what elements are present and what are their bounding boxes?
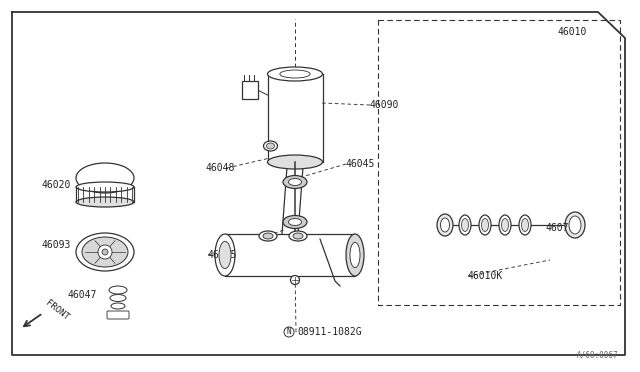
Circle shape — [102, 249, 108, 255]
Ellipse shape — [82, 237, 128, 267]
Circle shape — [284, 327, 294, 337]
Ellipse shape — [289, 218, 301, 225]
Text: 46048: 46048 — [205, 163, 234, 173]
Ellipse shape — [76, 182, 134, 192]
Ellipse shape — [346, 234, 364, 276]
Ellipse shape — [461, 218, 468, 231]
FancyBboxPatch shape — [241, 81, 257, 99]
Ellipse shape — [264, 141, 278, 151]
Text: 46047: 46047 — [68, 290, 97, 300]
Ellipse shape — [502, 218, 509, 231]
Ellipse shape — [259, 231, 277, 241]
Ellipse shape — [289, 231, 307, 241]
Ellipse shape — [293, 233, 303, 239]
Text: 08911-1082G: 08911-1082G — [297, 327, 362, 337]
Text: 46045: 46045 — [346, 159, 376, 169]
FancyBboxPatch shape — [107, 311, 129, 319]
Ellipse shape — [76, 233, 134, 271]
Ellipse shape — [499, 215, 511, 235]
Ellipse shape — [350, 243, 360, 267]
Ellipse shape — [268, 67, 323, 81]
Ellipse shape — [266, 143, 275, 149]
Ellipse shape — [219, 241, 231, 269]
Text: 46020: 46020 — [42, 180, 72, 190]
Text: 46093: 46093 — [42, 240, 72, 250]
Text: N: N — [287, 327, 291, 337]
Text: A/60:0067: A/60:0067 — [577, 351, 618, 360]
Ellipse shape — [110, 295, 126, 301]
Circle shape — [98, 245, 112, 259]
Text: 46090: 46090 — [370, 100, 399, 110]
Text: 46010: 46010 — [558, 27, 588, 37]
Ellipse shape — [519, 215, 531, 235]
Ellipse shape — [111, 303, 125, 309]
Ellipse shape — [569, 216, 581, 234]
Ellipse shape — [440, 218, 449, 232]
Ellipse shape — [112, 311, 124, 317]
Ellipse shape — [283, 176, 307, 189]
Ellipse shape — [263, 233, 273, 239]
Ellipse shape — [481, 218, 488, 231]
Ellipse shape — [109, 286, 127, 294]
Ellipse shape — [76, 197, 134, 207]
Text: 46071: 46071 — [545, 223, 574, 233]
Text: 46010K: 46010K — [468, 271, 503, 281]
Text: FRONT: FRONT — [44, 298, 70, 322]
Ellipse shape — [522, 218, 529, 231]
Ellipse shape — [76, 163, 134, 193]
Ellipse shape — [283, 215, 307, 228]
Ellipse shape — [565, 212, 585, 238]
Text: 46045: 46045 — [208, 250, 237, 260]
Ellipse shape — [459, 215, 471, 235]
Ellipse shape — [479, 215, 491, 235]
Ellipse shape — [289, 179, 301, 186]
Ellipse shape — [280, 70, 310, 78]
Circle shape — [291, 276, 300, 285]
Bar — [225, 234, 355, 276]
Ellipse shape — [268, 155, 323, 169]
Ellipse shape — [215, 234, 235, 276]
Ellipse shape — [437, 214, 453, 236]
